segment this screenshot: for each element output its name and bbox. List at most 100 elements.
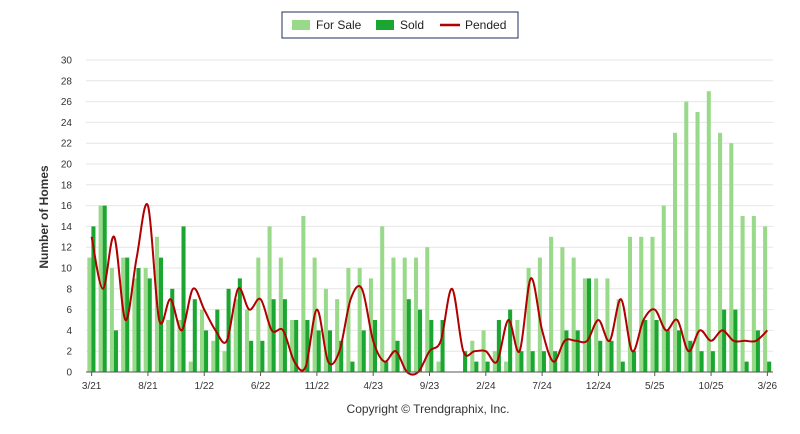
bar-for-sale (763, 226, 768, 372)
y-tick-label: 0 (66, 368, 72, 379)
bar-sold (688, 340, 693, 372)
bar-for-sale (335, 299, 340, 372)
bar-for-sale (582, 278, 587, 372)
legend-label-sold: Sold (400, 18, 424, 32)
bar-sold (91, 226, 96, 372)
x-tick-label: 4/23 (363, 381, 383, 392)
legend-swatch-for-sale (292, 20, 310, 30)
bar-for-sale (211, 340, 216, 372)
x-tick-label: 6/22 (251, 381, 271, 392)
x-tick-label: 3/21 (82, 381, 102, 392)
bar-for-sale (605, 278, 610, 372)
bar-sold (665, 330, 670, 372)
bar-sold (463, 351, 468, 372)
bar-sold (181, 226, 186, 372)
bar-sold (620, 361, 625, 372)
x-tick-label: 12/24 (586, 381, 611, 392)
bar-sold (598, 340, 603, 372)
x-tick-label: 7/24 (532, 381, 552, 392)
bar-for-sale (560, 247, 565, 372)
bar-sold (530, 351, 535, 372)
bar-for-sale (109, 268, 114, 372)
bar-sold (631, 351, 637, 372)
bar-sold (767, 361, 772, 372)
bar-sold (564, 330, 569, 372)
bar-sold (361, 330, 366, 372)
bar-for-sale (323, 288, 328, 372)
bar-for-sale (402, 257, 407, 372)
bar-sold (327, 330, 332, 372)
bars (87, 91, 772, 372)
bar-sold (316, 330, 321, 372)
copyright-text: Copyright © Trendgraphix, Inc. (347, 402, 510, 416)
y-tick-label: 12 (61, 243, 73, 254)
bar-sold (384, 361, 389, 372)
bar-for-sale (278, 257, 283, 372)
bar-sold (260, 340, 265, 372)
y-axis-title: Number of Homes (37, 165, 51, 269)
bar-for-sale (684, 101, 689, 372)
bar-sold (113, 330, 118, 372)
bar-for-sale (380, 226, 385, 372)
bar-sold (271, 299, 276, 372)
bar-sold (237, 278, 242, 372)
bar-sold (710, 351, 715, 372)
bar-sold (541, 351, 546, 372)
bar-sold (508, 309, 513, 372)
axes (86, 371, 773, 376)
y-tick-label: 10 (61, 264, 73, 275)
bar-for-sale (672, 132, 678, 372)
bar-for-sale (718, 132, 723, 372)
bar-for-sale (436, 361, 441, 372)
bar-for-sale (661, 205, 666, 372)
bar-for-sale (267, 226, 272, 372)
bar-for-sale (98, 205, 103, 372)
y-tick-label: 18 (61, 180, 73, 191)
bar-sold (609, 340, 614, 372)
x-tick-label: 3/26 (758, 381, 778, 392)
bar-for-sale (594, 278, 599, 372)
bar-for-sale (391, 257, 396, 372)
bar-for-sale (132, 278, 137, 372)
bar-sold (654, 320, 659, 372)
bar-for-sale (357, 268, 362, 372)
bar-for-sale (346, 268, 351, 372)
bar-sold (406, 299, 411, 372)
bar-sold (699, 351, 704, 372)
x-tick-label: 5/25 (645, 381, 665, 392)
bar-for-sale (504, 361, 509, 372)
y-tick-label: 16 (61, 201, 73, 212)
bar-for-sale (706, 91, 711, 372)
bar-for-sale (222, 351, 227, 372)
bar-for-sale (627, 236, 632, 372)
bar-sold (643, 320, 648, 372)
bar-for-sale (413, 257, 419, 372)
x-tick-label: 8/21 (138, 381, 158, 392)
bar-sold (192, 299, 197, 372)
bar-sold (170, 288, 175, 372)
bar-sold (519, 351, 524, 372)
bar-for-sale (549, 236, 554, 372)
bar-sold (575, 330, 580, 372)
bar-for-sale (616, 299, 621, 372)
bar-sold (744, 361, 749, 372)
bar-for-sale (571, 257, 576, 372)
bar-for-sale (368, 278, 373, 372)
grid (86, 59, 773, 352)
bar-sold (677, 330, 682, 372)
pended-line-layer (90, 203, 769, 376)
bar-sold (755, 330, 760, 372)
bar-sold (294, 320, 299, 372)
bar-for-sale (290, 320, 295, 372)
y-tick-label: 22 (61, 139, 73, 150)
bar-sold (136, 268, 141, 372)
y-tick-label: 2 (66, 347, 72, 358)
bar-for-sale (233, 299, 238, 372)
bar-for-sale (470, 340, 475, 372)
bar-for-sale (166, 320, 171, 372)
bar-for-sale (650, 236, 655, 372)
x-tick-label: 2/24 (476, 381, 496, 392)
bar-sold (722, 309, 727, 372)
bar-for-sale (87, 257, 92, 372)
